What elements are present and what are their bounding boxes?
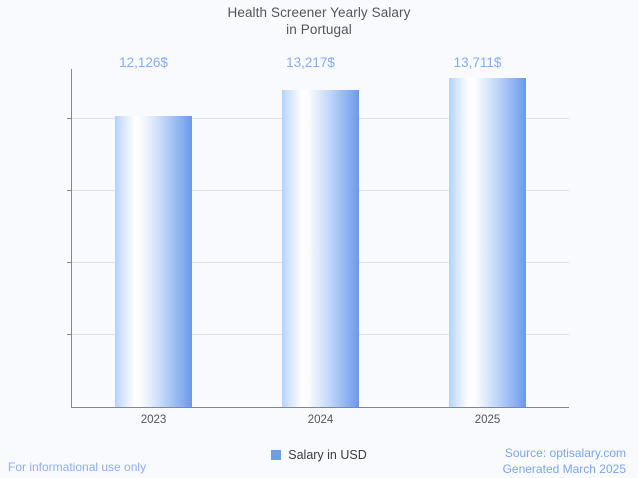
bar-2025[interactable]	[449, 78, 526, 407]
footer-generated-date: Generated March 2025	[502, 461, 626, 476]
y-tick-mark-12000	[67, 118, 72, 119]
bar-value-label-2025: 13,711$	[453, 55, 502, 70]
legend-swatch-salary-in-usd	[271, 450, 282, 460]
chart-title-line-1: Health Screener Yearly Salary	[227, 5, 411, 20]
bar-value-label-2024: 13,217$	[286, 55, 335, 70]
x-tick-label-2025: 2025	[474, 414, 501, 426]
chart-legend: Salary in USD	[0, 448, 638, 462]
footer-source[interactable]: Source: optisalary.com	[504, 446, 626, 460]
x-tick-label-2024: 2024	[307, 414, 334, 426]
x-axis-line	[71, 407, 569, 408]
bar-2024[interactable]	[282, 90, 359, 407]
chart-title-line-2: in Portugal	[286, 22, 352, 37]
x-tick-label-2023: 2023	[140, 414, 167, 426]
y-tick-mark-6000	[67, 262, 72, 263]
y-tick-mark-3000	[67, 334, 72, 335]
bar-2023[interactable]	[115, 116, 192, 407]
legend-label-salary-in-usd[interactable]: Salary in USD	[288, 448, 367, 462]
chart-title: Health Screener Yearly Salary in Portuga…	[0, 4, 638, 38]
y-axis-line	[71, 69, 72, 408]
footer-attribution: Source: optisalary.com Generated March 2…	[503, 446, 626, 477]
plot-area: 12000 9000 6000 3000	[67, 70, 569, 407]
bar-value-label-2023: 12,126$	[119, 55, 168, 70]
y-tick-mark-9000	[67, 190, 72, 191]
footer-disclaimer: For informational use only	[8, 460, 147, 474]
